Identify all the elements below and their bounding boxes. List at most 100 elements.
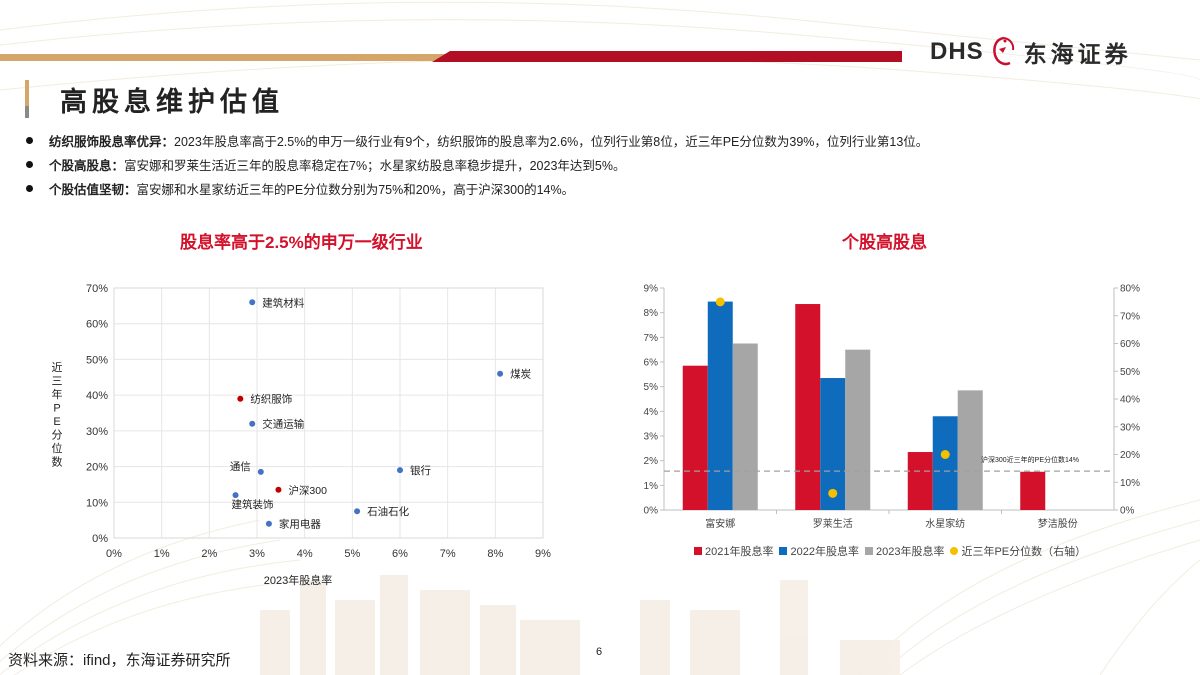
scatter-point — [265, 520, 272, 527]
right-tick-label: 0% — [1120, 506, 1135, 517]
bullet-dot-icon — [26, 160, 33, 168]
pe-dot — [715, 297, 725, 307]
bar-chart-legend: 2021年股息率 2022年股息率 2023年股息率 近三年PE分位数（右轴） — [694, 543, 1086, 559]
left-tick-label: 1% — [644, 481, 659, 492]
left-tick-label: 3% — [644, 432, 659, 443]
y-tick-label: 10% — [86, 497, 108, 509]
x-tick-label: 0% — [106, 548, 122, 560]
svg-text:P: P — [53, 403, 60, 415]
right-tick-label: 50% — [1120, 367, 1140, 378]
scatter-chart-title: 股息率高于2.5%的申万一级行业 — [180, 233, 423, 252]
category-label: 梦洁股份 — [1038, 517, 1078, 530]
bar — [820, 378, 846, 510]
x-tick-label: 4% — [297, 548, 313, 560]
x-tick-label: 6% — [392, 548, 408, 560]
svg-text:位: 位 — [52, 441, 63, 455]
bar-chart-categories: 富安娜 罗莱生活 水星家纺 梦洁股份 — [705, 517, 1078, 530]
point-label: 银行 — [410, 464, 431, 477]
legend-dot-yellow-icon — [950, 547, 959, 555]
bar-chart: 0% 1% 2% 3% 4% 5% 6% 7% 8% 9% 0% 10% 20% 30% 40% 50% 60%… — [644, 284, 1141, 531]
point-label: 家用电器 — [279, 518, 321, 531]
point-label: 纺织服饰 — [250, 393, 292, 406]
bullet-item: 个股高股息： 富安娜和罗莱生活近三年的股息率稳定在7%；水星家纺股息率稳步提升，… — [26, 152, 928, 176]
reference-line: 沪深300近三年的PE分位数14% — [664, 455, 1114, 472]
bullet-list: 纺织服饰股息率优异： 2023年股息率高于2.5%的申万一级行业有9个，纺织服饰… — [26, 128, 928, 200]
legend-swatch-red-icon — [694, 547, 702, 555]
svg-text:数: 数 — [52, 456, 63, 469]
bar-chart-title: 个股高股息 — [842, 233, 927, 252]
legend-item: 2022年股息率 — [779, 543, 859, 559]
svg-text:年: 年 — [52, 387, 63, 401]
bullet-heading: 个股估值坚韧： — [49, 182, 137, 197]
x-tick-label: 2% — [201, 548, 217, 560]
legend-item: 近三年PE分位数（右轴） — [950, 543, 1086, 559]
y-tick-label: 20% — [86, 462, 108, 474]
bar — [907, 452, 933, 510]
x-tick-label: 7% — [440, 548, 456, 560]
logo-chinese: 东海证券 — [1023, 41, 1132, 67]
plot-border — [113, 287, 544, 539]
logo-latin: DHS — [930, 38, 984, 65]
x-tick-label: 1% — [154, 548, 170, 560]
pe-dot — [828, 488, 838, 498]
y-tick-label: 50% — [86, 354, 108, 366]
svg-text:近: 近 — [52, 361, 63, 374]
bullet-heading: 纺织服饰股息率优异： — [49, 134, 175, 149]
scatter-y-axis-ticks: 0% 10% 20% 30% 40% 50% 60% 70% — [86, 283, 108, 545]
pe-dot — [940, 450, 950, 459]
svg-text:三: 三 — [52, 376, 63, 388]
category-label: 罗莱生活 — [813, 517, 853, 530]
scatter-point — [232, 492, 239, 499]
bar — [707, 301, 733, 510]
right-tick-label: 10% — [1120, 478, 1140, 489]
bar — [845, 349, 871, 510]
scatter-point — [249, 420, 256, 427]
x-tick-label: 8% — [487, 548, 503, 560]
data-source: 资料来源：ifind，东海证券研究所 — [8, 652, 231, 669]
y-tick-label: 40% — [86, 390, 108, 402]
bullet-heading: 个股高股息： — [49, 158, 125, 173]
bullet-text: 富安娜和水星家纺近三年的PE分位数分别为75%和20%，高于沪深300的14%。 — [136, 182, 575, 197]
legend-swatch-blue-icon — [779, 547, 788, 555]
right-tick-label: 40% — [1120, 395, 1140, 406]
legend-item: 2021年股息率 — [694, 543, 773, 559]
bullet-dot-icon — [26, 184, 33, 192]
point-label: 煤炭 — [510, 368, 531, 381]
right-tick-label: 30% — [1120, 422, 1140, 433]
category-label: 富安娜 — [705, 517, 735, 530]
header-red-bar — [432, 51, 902, 62]
bullet-item: 纺织服饰股息率优异： 2023年股息率高于2.5%的申万一级行业有9个，纺织服饰… — [26, 128, 928, 152]
scatter-point — [497, 370, 504, 377]
point-label: 交通运输 — [262, 418, 304, 431]
scatter-x-axis-ticks: 0% 1% 2% 3% 4% 5% 6% 7% 8% 9% — [106, 548, 551, 560]
legend-item: 2023年股息率 — [864, 543, 944, 559]
scatter-point — [354, 508, 361, 515]
x-tick-label: 3% — [249, 548, 265, 560]
scatter-point — [249, 299, 256, 306]
y-tick-label: 0% — [92, 533, 108, 545]
left-tick-label: 8% — [644, 308, 659, 319]
scatter-point — [237, 395, 244, 402]
scatter-x-axis-label: 2023年股息率 — [264, 573, 332, 587]
page-number: 6 — [596, 646, 603, 658]
left-tick-label: 2% — [644, 456, 659, 467]
point-label: 建筑材料 — [262, 296, 304, 309]
left-tick-label: 6% — [644, 358, 659, 369]
bullet-text: 富安娜和罗莱生活近三年的股息率稳定在7%；水星家纺股息率稳步提升，2023年达到… — [124, 158, 626, 173]
pe-percentile-dots — [715, 297, 950, 498]
x-tick-label: 5% — [344, 548, 360, 560]
scatter-point — [257, 468, 264, 475]
y-tick-label: 60% — [86, 319, 108, 331]
bar — [682, 365, 708, 510]
scatter-gridlines — [113, 287, 544, 539]
left-tick-label: 7% — [644, 333, 659, 344]
left-tick-label: 0% — [644, 506, 659, 517]
y-tick-label: 70% — [86, 283, 108, 295]
svg-text:E: E — [53, 416, 60, 428]
scatter-point — [275, 486, 282, 493]
right-tick-label: 60% — [1120, 339, 1140, 350]
point-label: 建筑装饰 — [232, 498, 274, 511]
y-tick-label: 30% — [86, 426, 108, 438]
bar — [795, 304, 821, 510]
